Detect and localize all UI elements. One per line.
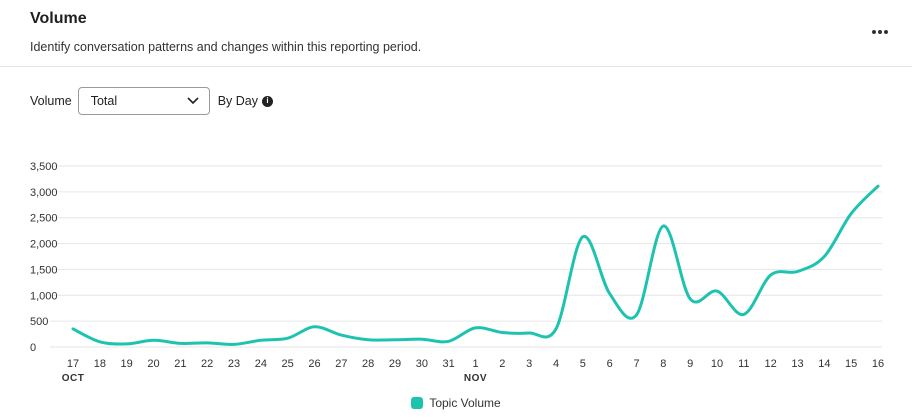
x-tick-label: 24 (255, 358, 267, 370)
x-tick-label: 30 (416, 358, 428, 370)
x-tick-label: 28 (362, 358, 374, 370)
x-tick-label: 10 (711, 358, 723, 370)
chevron-down-icon (187, 97, 199, 105)
period-label: By Day (217, 94, 258, 108)
y-tick-label: 0 (30, 342, 36, 354)
metric-label: Volume (30, 94, 72, 108)
x-tick-label: 22 (201, 358, 213, 370)
chart-subtitle: Identify conversation patterns and chang… (30, 40, 422, 54)
x-tick-label: 29 (389, 358, 401, 370)
x-tick-label: 11 (738, 358, 749, 370)
metric-select-value: Total (90, 94, 118, 108)
x-tick-label: 15 (845, 358, 857, 370)
x-tick-label: 27 (335, 358, 347, 370)
x-tick-label: 26 (308, 358, 320, 370)
more-options-button[interactable] (868, 24, 892, 40)
x-tick-label: 25 (282, 358, 294, 370)
y-tick-label: 2,000 (30, 239, 58, 251)
chart-title: Volume (30, 10, 87, 27)
legend-swatch (411, 397, 424, 409)
x-tick-label: 7 (633, 358, 639, 370)
x-month-label: OCT (62, 373, 85, 384)
x-tick-label: 23 (228, 358, 240, 370)
x-tick-label: 8 (660, 358, 666, 370)
x-tick-label: 16 (872, 358, 884, 370)
period-label-wrap: By Day i (218, 94, 273, 108)
x-tick-label: 5 (580, 358, 586, 370)
y-tick-label: 3,000 (30, 187, 58, 199)
x-tick-label: 3 (526, 358, 532, 370)
series-line-topic-volume (71, 184, 880, 346)
header-divider (0, 66, 912, 67)
chart-controls: Volume Total By Day i (30, 87, 273, 115)
more-horizontal-icon (872, 30, 876, 34)
x-tick-label: 13 (791, 358, 803, 370)
more-horizontal-icon-dot (878, 30, 882, 34)
y-tick-label: 1,500 (30, 264, 58, 276)
x-tick-label: 6 (607, 358, 613, 370)
x-tick-label: 12 (765, 358, 777, 370)
y-tick-label: 1,000 (30, 290, 58, 302)
x-tick-label: 1 (472, 358, 478, 370)
y-tick-label: 500 (30, 316, 48, 328)
x-month-label: NOV (464, 373, 487, 384)
y-tick-label: 2,500 (30, 213, 58, 225)
x-tick-label: 21 (174, 358, 186, 370)
x-tick-label: 14 (818, 358, 830, 370)
x-tick-label: 17 (67, 358, 79, 370)
chart-legend: Topic Volume (0, 396, 912, 410)
x-tick-label: 19 (121, 358, 133, 370)
x-tick-label: 31 (443, 358, 455, 370)
x-tick-label: 20 (147, 358, 159, 370)
metric-select[interactable]: Total (77, 87, 210, 115)
x-tick-label: 2 (499, 358, 505, 370)
x-tick-label: 4 (553, 358, 559, 370)
info-icon[interactable]: i (262, 95, 273, 107)
legend-label: Topic Volume (429, 396, 501, 410)
more-horizontal-icon-dot (884, 30, 888, 34)
x-tick-label: 9 (687, 358, 693, 370)
x-tick-label: 18 (94, 358, 106, 370)
y-tick-label: 3,500 (30, 161, 58, 173)
